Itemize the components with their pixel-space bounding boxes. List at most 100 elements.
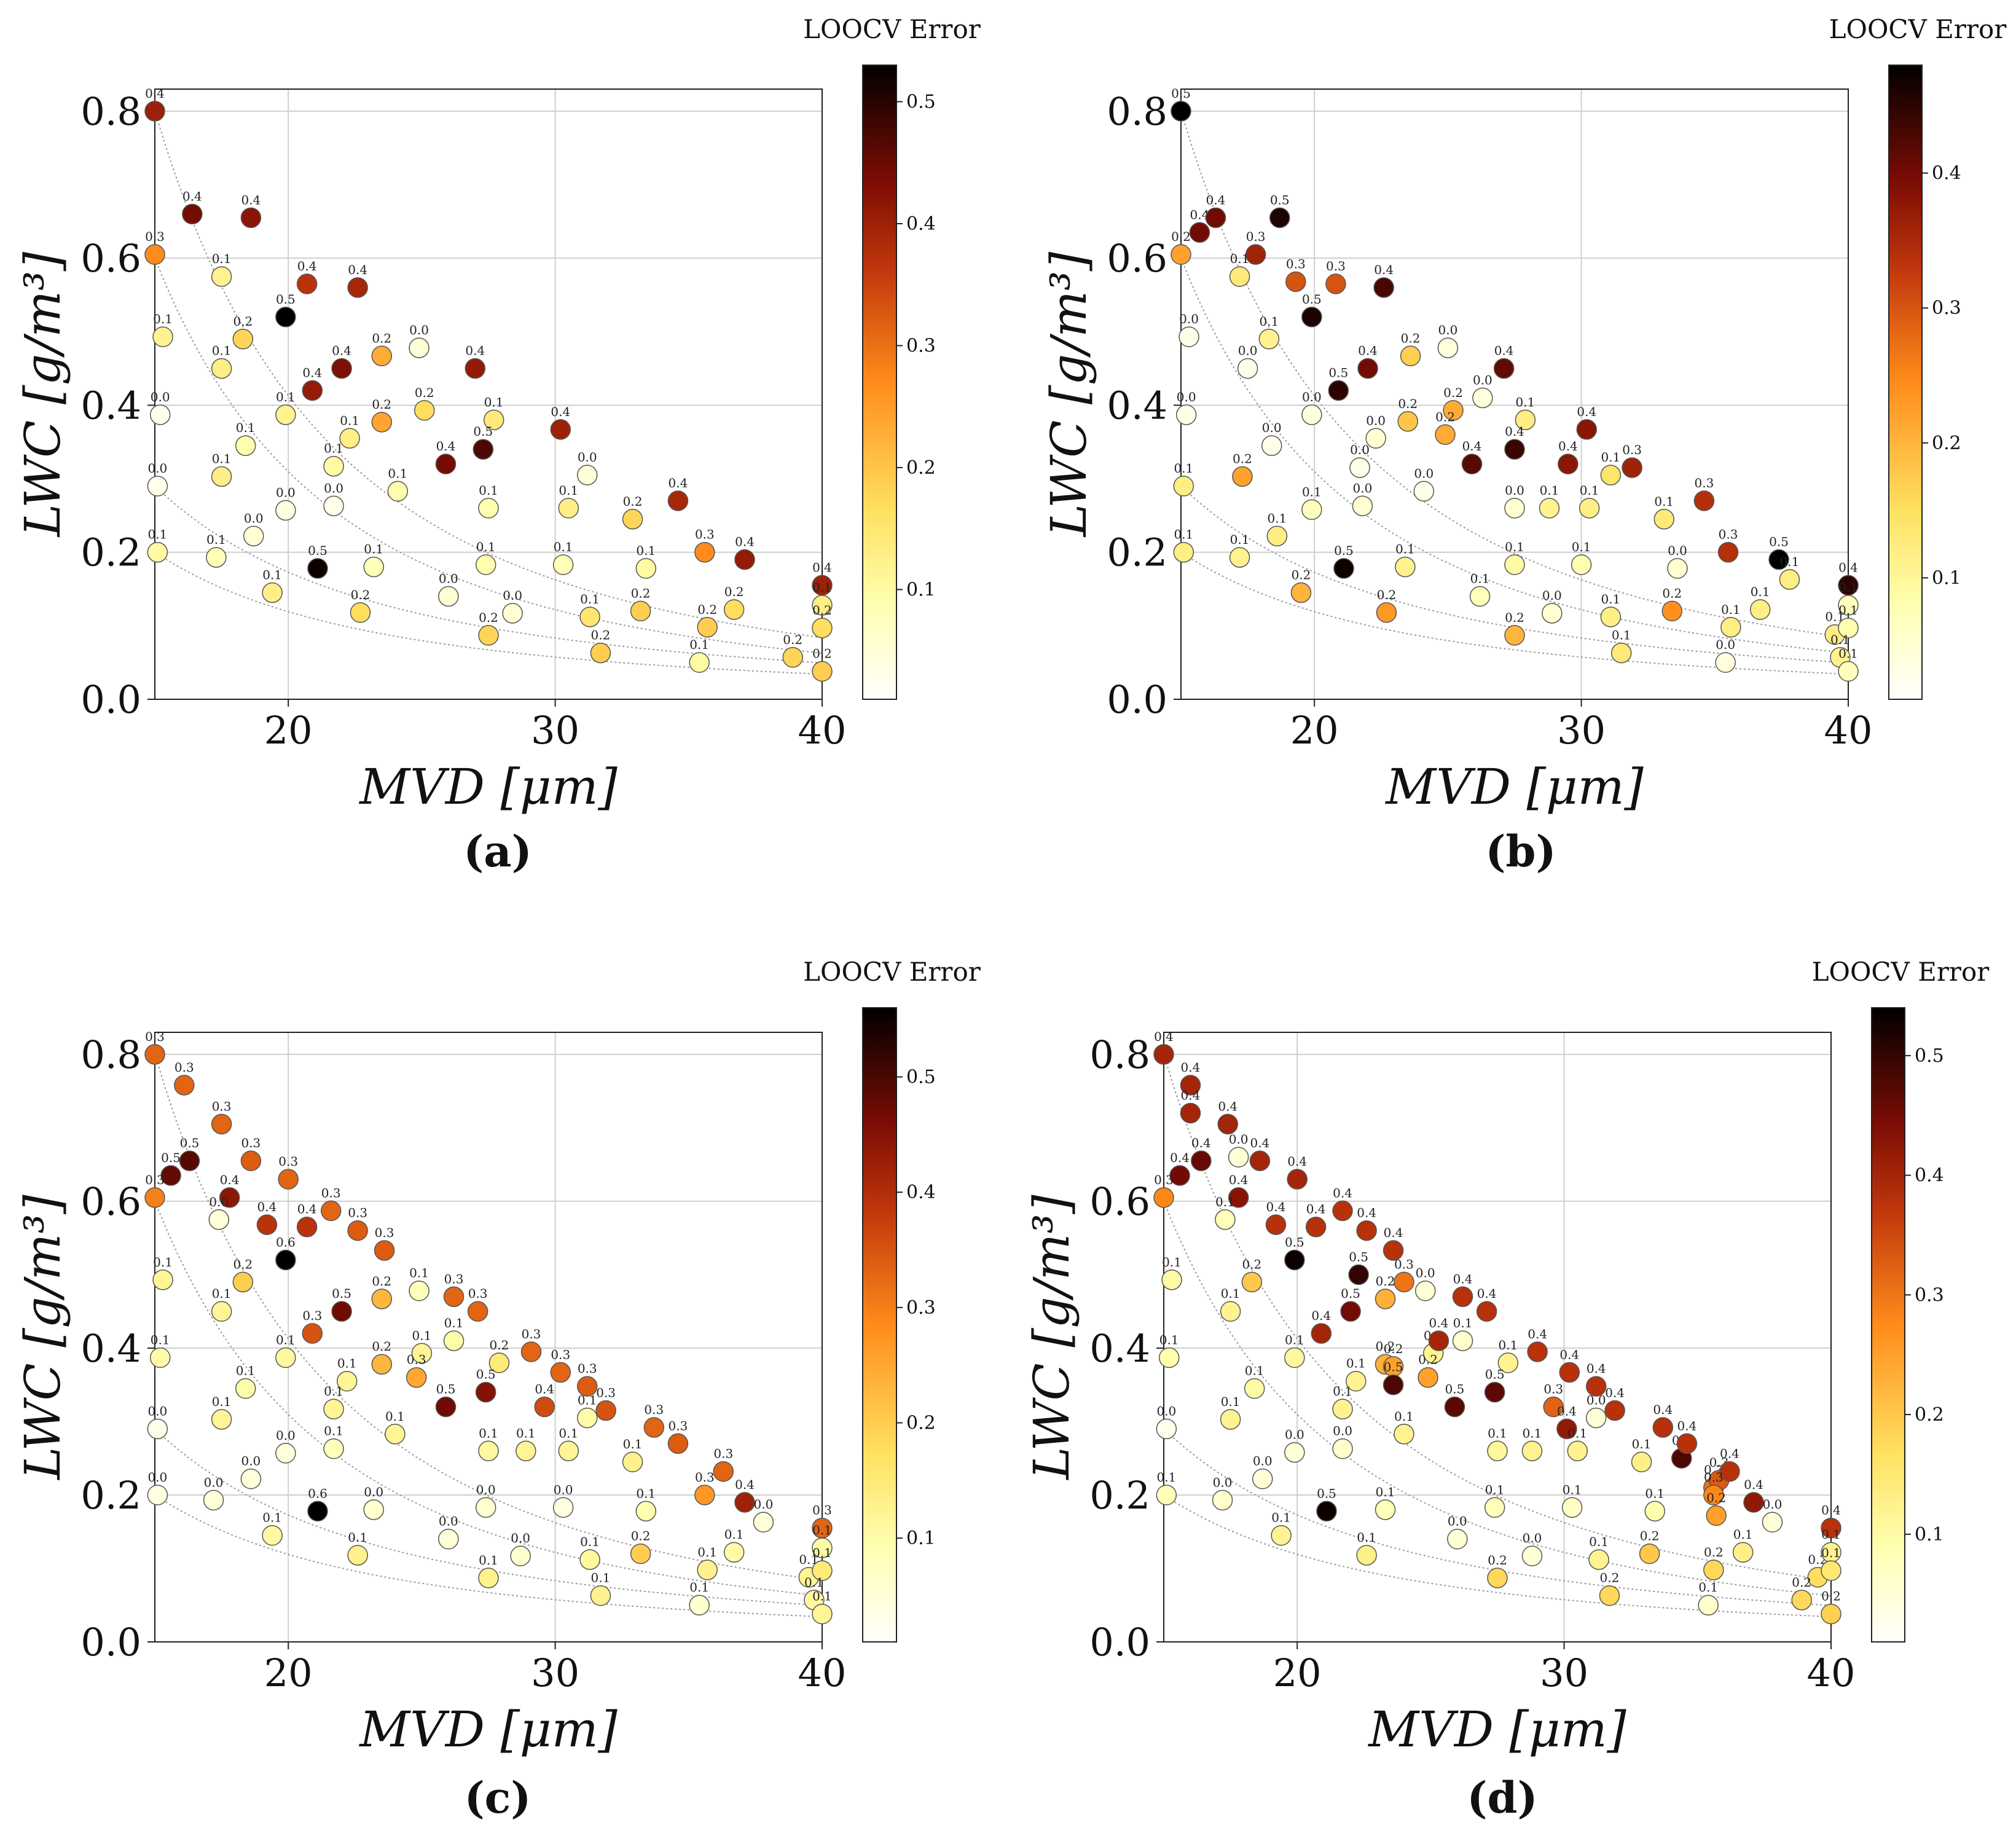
data-point-label: 0.1 <box>153 312 173 326</box>
data-point <box>307 558 328 579</box>
y-tick-label: 0.8 <box>1089 1032 1150 1077</box>
data-point <box>1212 1490 1233 1511</box>
data-point <box>1579 498 1600 519</box>
data-point <box>1271 1525 1292 1546</box>
data-point-label: 0.1 <box>324 441 343 456</box>
x-axis-label: MVD [μm] <box>1367 1701 1626 1758</box>
data-point <box>510 1545 531 1566</box>
data-point-label: 0.0 <box>1213 1475 1233 1490</box>
data-point-label: 0.5 <box>276 292 296 307</box>
data-point <box>1217 1113 1239 1135</box>
data-point <box>296 1216 318 1238</box>
data-point-label: 0.5 <box>1769 535 1789 549</box>
data-point-label: 0.1 <box>1580 483 1599 498</box>
data-point <box>1469 586 1491 607</box>
data-point-label: 0.1 <box>409 1266 429 1281</box>
data-point-label: 0.4 <box>1229 1172 1249 1187</box>
data-point <box>552 1497 574 1518</box>
data-point-label: 0.0 <box>1587 1392 1606 1407</box>
data-point <box>1428 1330 1449 1351</box>
data-point <box>590 1585 611 1606</box>
data-point-label: 0.3 <box>1394 1257 1414 1271</box>
data-point-label: 0.1 <box>1488 1426 1507 1440</box>
data-point-label: 0.1 <box>484 394 504 409</box>
data-point <box>1622 457 1642 478</box>
data-point <box>262 582 283 603</box>
data-point-label: 0.0 <box>1253 1454 1273 1469</box>
data-point <box>812 1537 833 1558</box>
data-point <box>812 661 833 682</box>
data-point <box>1325 273 1346 294</box>
data-point <box>232 329 254 350</box>
data-point <box>1332 1438 1353 1459</box>
y-tick-label: 0.6 <box>80 1179 141 1224</box>
data-point-label: 0.0 <box>1763 1497 1783 1512</box>
data-point <box>1791 1590 1812 1611</box>
data-point-label: 0.4 <box>1333 1185 1352 1200</box>
data-point <box>1394 1271 1414 1293</box>
data-point <box>331 358 352 379</box>
data-point <box>275 1347 296 1368</box>
data-point <box>1284 1249 1305 1271</box>
data-point-label: 0.4 <box>1605 1386 1625 1400</box>
data-point-label: 0.5 <box>473 424 493 439</box>
y-tick-label: 0.4 <box>1089 1326 1150 1371</box>
data-point <box>409 337 429 358</box>
data-point-label: 0.5 <box>1270 192 1290 207</box>
colorbar-title: LOOCV Error <box>803 957 981 987</box>
data-point <box>1395 556 1416 578</box>
axes-frame <box>154 1032 823 1643</box>
data-point-label: 0.1 <box>724 1527 744 1542</box>
data-point <box>1527 1341 1548 1362</box>
data-point <box>1821 1517 1841 1539</box>
data-point-label: 0.1 <box>1563 1482 1582 1497</box>
data-point-label: 0.4 <box>1266 1199 1286 1214</box>
data-point-label: 0.0 <box>476 1482 496 1497</box>
data-point-label: 0.2 <box>1377 587 1397 602</box>
data-point <box>1356 1220 1377 1241</box>
data-point <box>1484 1497 1505 1518</box>
data-point-label: 0.3 <box>695 1470 715 1485</box>
data-point <box>1821 1560 1841 1581</box>
data-point <box>1400 345 1421 367</box>
data-point-label: 0.0 <box>204 1475 224 1490</box>
data-point <box>1676 1433 1698 1454</box>
data-point <box>262 1525 283 1546</box>
data-point-label: 0.6 <box>276 1235 296 1250</box>
data-point-label: 0.1 <box>1470 571 1490 586</box>
data-point-label: 0.1 <box>1357 1530 1376 1545</box>
data-point <box>1521 1440 1543 1462</box>
data-point-label: 0.1 <box>1230 532 1250 547</box>
data-point <box>1153 1187 1174 1208</box>
data-point <box>478 498 499 519</box>
data-point-label: 0.1 <box>1333 1384 1352 1399</box>
panel-3: 20 30 40 0.0 0.2 0.4 0.6 0.8 MVD [μm] LWC [g/m³] (… <box>1023 957 1990 1823</box>
colorbar-tick-label: 0.2 <box>1915 1404 1944 1426</box>
data-point <box>438 586 459 607</box>
data-point <box>1287 1169 1308 1190</box>
data-point-label: 0.5 <box>436 1382 456 1397</box>
data-point <box>320 1200 342 1222</box>
data-point-label: 0.4 <box>145 86 165 101</box>
data-point-label: 0.3 <box>551 1347 570 1362</box>
data-point <box>1397 411 1418 432</box>
data-point-label: 0.4 <box>297 259 317 273</box>
data-point-label: 0.1 <box>1751 584 1770 599</box>
data-point-label: 0.1 <box>1821 1545 1841 1560</box>
data-point-label: 0.1 <box>580 1534 600 1549</box>
data-point <box>323 1438 344 1459</box>
data-point-label: 0.2 <box>415 385 434 400</box>
data-point <box>475 1497 496 1518</box>
data-point-label: 0.1 <box>516 1426 536 1440</box>
data-point-label: 0.2 <box>623 494 643 509</box>
data-point <box>323 495 344 517</box>
data-point-label: 0.5 <box>1341 1286 1360 1301</box>
data-point-label: 0.1 <box>337 1356 357 1371</box>
data-point <box>152 326 173 347</box>
data-point <box>275 500 296 521</box>
y-tick-label: 0.4 <box>80 1326 141 1371</box>
data-point-label: 0.3 <box>596 1386 616 1400</box>
panel-0: 20 30 40 0.0 0.2 0.4 0.6 0.8 MVD [μm] LWC [g/m³] (… <box>14 14 981 877</box>
x-tick-label: 20 <box>264 708 313 753</box>
